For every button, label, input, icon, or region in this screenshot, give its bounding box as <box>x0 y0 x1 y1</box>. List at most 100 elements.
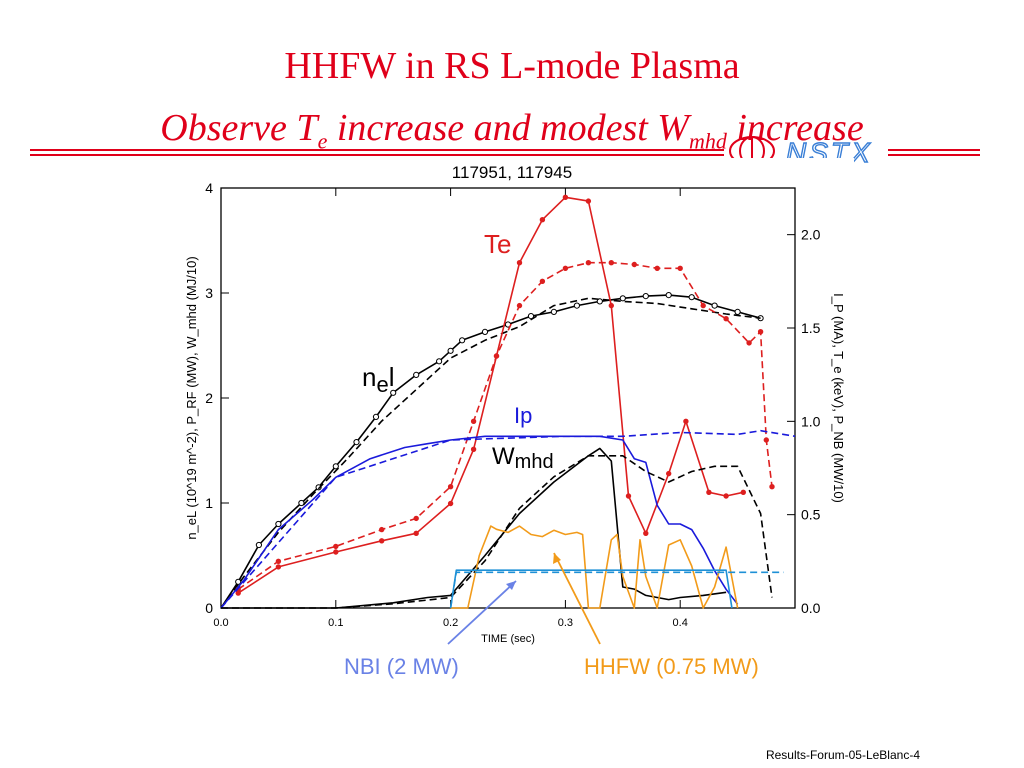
title-rule-right-bottom <box>888 154 980 156</box>
data-point <box>447 500 454 507</box>
data-point <box>481 328 489 335</box>
series-line <box>449 571 784 609</box>
data-point <box>298 499 305 507</box>
slide-title: HHFW in RS L-mode Plasma <box>284 45 740 87</box>
left-tick-label: 3 <box>205 285 213 301</box>
data-point <box>625 493 632 499</box>
data-point <box>711 302 718 309</box>
slide-subtitle: Observe Te increase and modest Wmhd incr… <box>0 106 1024 155</box>
data-point <box>654 265 660 272</box>
x-tick-label: 0.0 <box>213 617 228 629</box>
data-point <box>585 198 592 204</box>
data-point <box>275 520 282 528</box>
data-point <box>470 446 477 452</box>
data-point <box>642 293 649 300</box>
data-point <box>470 418 477 424</box>
data-point <box>643 530 649 536</box>
data-point <box>436 358 443 365</box>
right-y-label-text: I_P (MA), T_e (keV), P_NB (MW/10) <box>831 293 846 503</box>
left-tick-label: 4 <box>205 180 213 196</box>
data-point <box>683 418 689 424</box>
ne-label-end: l <box>389 362 395 392</box>
series-line <box>450 525 739 609</box>
title-rule-right-top <box>888 149 980 151</box>
data-point <box>562 265 569 272</box>
series-line <box>221 447 727 609</box>
series-line <box>221 454 773 609</box>
title-rule-left-top <box>30 149 724 151</box>
data-point <box>700 302 706 309</box>
left-tick-label: 1 <box>205 495 213 511</box>
data-point <box>332 463 339 470</box>
data-point <box>573 302 580 309</box>
series-layer <box>220 194 796 609</box>
right-y-axis-label: I_P (MA), T_e (keV), P_NB (MW/10) <box>831 293 846 503</box>
data-point <box>677 265 683 272</box>
x-axis: 0.0 0.1 0.2 0.3 0.4 <box>213 188 688 629</box>
x-tick-label: 0.2 <box>443 617 458 629</box>
x-tick-label: 0.3 <box>558 617 573 629</box>
data-point <box>562 194 569 200</box>
data-point <box>413 530 419 536</box>
data-point <box>539 278 546 285</box>
data-point <box>631 261 637 268</box>
data-point <box>706 489 712 495</box>
hhfw-arrow-head-icon <box>553 553 561 564</box>
data-point <box>235 578 242 585</box>
wmhd-label: Wmhd <box>492 443 554 473</box>
data-point <box>390 389 397 396</box>
ne-label-sub: e <box>376 372 388 397</box>
ip-label: Ip <box>514 403 532 428</box>
data-point <box>665 292 672 299</box>
nbi-arrow-head-icon <box>506 581 516 590</box>
nbi-arrow-line <box>447 580 517 645</box>
series-line <box>220 429 796 609</box>
x-axis-label: TIME (sec) <box>481 633 535 645</box>
data-point <box>585 260 592 266</box>
data-point <box>763 437 769 443</box>
left-y-axis-label: n_eL (10^19 m^-2), P_RF (MW), W_mhd (MJ/… <box>184 256 199 539</box>
data-point <box>734 308 741 315</box>
data-point <box>740 489 746 495</box>
series-line <box>237 261 773 590</box>
data-point <box>688 294 695 301</box>
data-point <box>459 337 466 344</box>
data-point <box>769 484 775 490</box>
data-point <box>372 413 380 420</box>
ne-label: nel <box>362 362 395 397</box>
data-point <box>666 470 672 477</box>
chart-title: 117951, 117945 <box>452 163 572 182</box>
data-point <box>275 564 282 570</box>
wmhd-label-main: W <box>492 443 515 470</box>
data-point <box>723 316 729 322</box>
series-line <box>220 297 761 609</box>
data-point <box>608 260 614 266</box>
right-tick-label: 1.0 <box>801 413 821 429</box>
data-point <box>493 353 500 359</box>
data-point <box>333 549 339 555</box>
data-point <box>619 295 626 302</box>
data-point <box>447 484 454 490</box>
wmhd-label-sub: mhd <box>515 451 554 473</box>
data-point <box>413 515 419 522</box>
subtitle-sub-e: e <box>317 128 328 154</box>
hhfw-arrow-line <box>553 552 601 645</box>
x-tick-label: 0.4 <box>673 617 688 629</box>
data-point <box>275 558 282 564</box>
data-point <box>333 543 339 550</box>
x-tick-label: 0.1 <box>328 617 343 629</box>
data-point <box>516 260 523 266</box>
data-point <box>539 217 546 223</box>
left-tick-label: 2 <box>205 390 213 406</box>
data-point <box>353 439 360 446</box>
right-tick-label: 0.5 <box>801 507 821 523</box>
title-rule-left-bottom <box>30 154 724 156</box>
right-tick-label: 1.5 <box>801 320 821 336</box>
slide-footer: Results-Forum-05-LeBlanc-4 <box>765 748 920 762</box>
right-y-axis: 0.0 0.5 1.0 1.5 2.0 <box>787 227 821 616</box>
chart-background <box>170 158 854 680</box>
left-y-label-text: n_eL (10^19 m^-2), P_RF (MW), W_mhd (MJ/… <box>184 256 199 539</box>
data-point <box>255 541 263 549</box>
ne-label-main: n <box>362 362 376 392</box>
data-point <box>315 484 322 491</box>
